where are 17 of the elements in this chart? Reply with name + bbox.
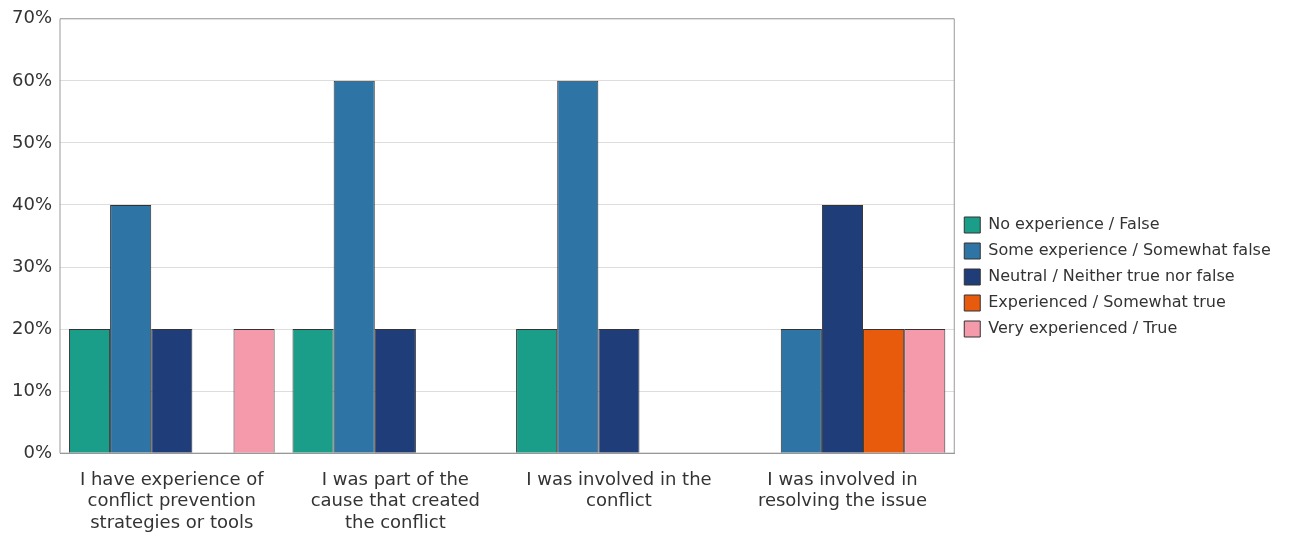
y-tick-label: 50%: [11, 130, 53, 152]
legend-label: Some experience / Somewhat false: [988, 240, 1271, 260]
x-tick-label: I was part of the cause that created the conflict: [310, 467, 481, 532]
x-tick-label: I was involved in resolving the issue: [757, 467, 928, 511]
x-tick-label: I have experience of conflict prevention strategies or tools: [79, 467, 265, 532]
legend-label: Neutral / Neither true nor false: [988, 266, 1235, 286]
y-tick-label: 10%: [11, 378, 53, 400]
x-tick-label: I was involved in the conflict: [526, 467, 712, 511]
y-tick-label: 70%: [11, 6, 53, 28]
legend-label: No experience / False: [988, 214, 1160, 234]
legend-label: Experienced / Somewhat true: [988, 292, 1226, 312]
legend-label: Very experienced / True: [988, 318, 1178, 338]
y-tick-label: 30%: [11, 254, 53, 276]
y-tick-label: 40%: [11, 192, 53, 214]
y-tick-label: 60%: [11, 68, 53, 90]
y-tick-label: 0%: [23, 440, 53, 462]
y-tick-label: 20%: [11, 316, 53, 338]
